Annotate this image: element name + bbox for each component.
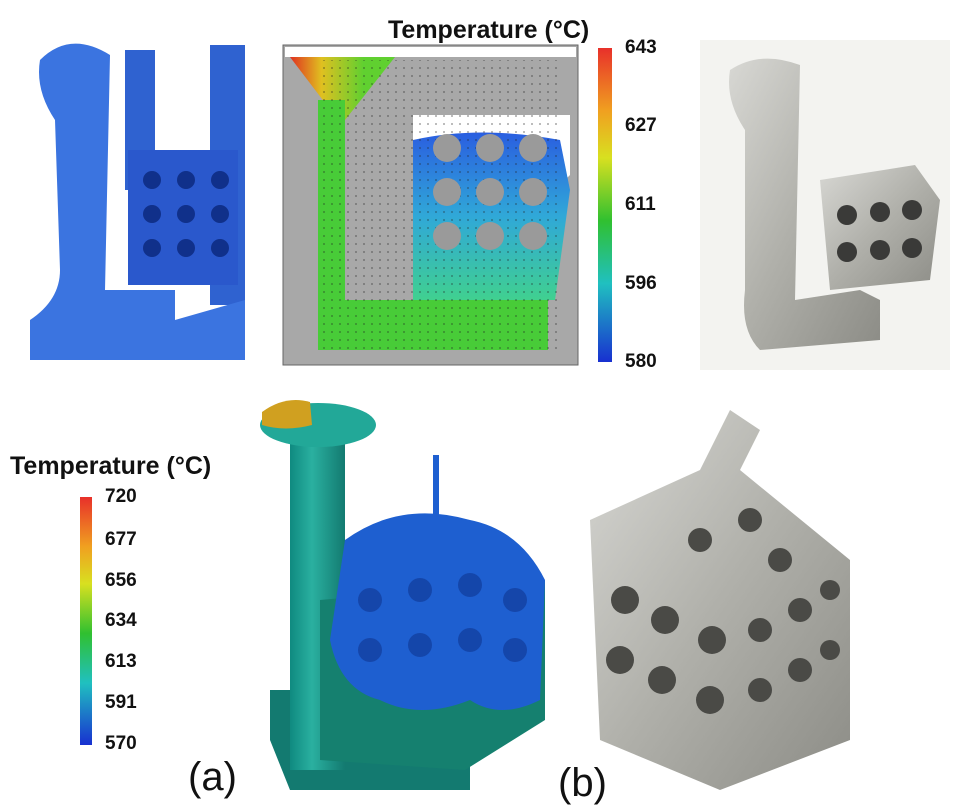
simulation-3d — [260, 400, 545, 790]
colorbar-tick: 634 — [105, 610, 137, 631]
colorbar-tick: 613 — [105, 651, 137, 672]
figure: Temperature (°C) 643 627 611 596 580 Tem… — [0, 0, 964, 808]
colorbar-tick: 627 — [625, 115, 657, 136]
bottom-colorbar: Temperature (°C) 720 677 656 634 613 591… — [10, 452, 211, 754]
casting-photo — [700, 40, 950, 370]
colorbar-title: Temperature (°C) — [10, 452, 211, 480]
colorbar-tick: 720 — [105, 486, 137, 507]
colorbar-tick: 570 — [105, 733, 137, 754]
colorbar-tick: 596 — [625, 273, 657, 294]
colorbar-tick: 611 — [625, 194, 656, 215]
simulation-2d — [283, 45, 578, 365]
colorbar-tick: 643 — [625, 37, 657, 58]
colorbar-tick: 580 — [625, 351, 657, 372]
panel-label: (b) — [558, 761, 607, 805]
wax-pattern — [30, 44, 245, 360]
colorbar-tick: 656 — [105, 570, 137, 591]
colorbar-tick: 677 — [105, 529, 137, 550]
colorbar-title: Temperature (°C) — [388, 16, 589, 44]
colorbar-tick: 591 — [105, 692, 137, 713]
panel-label: (a) — [188, 755, 237, 799]
lattice-photo — [590, 410, 850, 790]
